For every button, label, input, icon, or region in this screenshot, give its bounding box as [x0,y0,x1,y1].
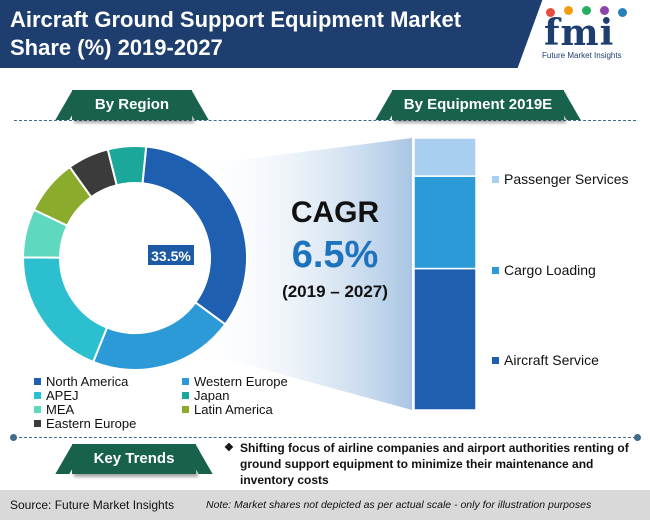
legend-swatch [182,378,189,385]
section-divider-top [14,120,636,121]
bar-segment-passenger-services [413,137,477,177]
legend-label: Western Europe [194,374,288,389]
legend-swatch [34,378,41,385]
bar-segment-aircraft-service [413,267,477,411]
legend-swatch [34,392,41,399]
legend-north-america: North America [34,375,128,389]
key-trends-label: Key Trends [72,444,196,474]
divider-dot-right [634,434,641,441]
legend-apej: APEJ [34,389,79,403]
legend-label: APEJ [46,388,79,403]
legend-label: Japan [194,388,230,403]
legend-swatch [34,406,41,413]
header-banner: Aircraft Ground Support Equipment Market… [0,0,650,68]
legend-swatch [492,267,499,274]
equipment-label-text: Aircraft Service [504,352,599,368]
equipment-label-text: Passenger Services [504,171,629,187]
legend-label: North America [46,374,129,389]
fmi-logo: fmi Future Market Insights [534,4,644,64]
footer-bar: Source: Future Market Insights Note: Mar… [0,490,650,520]
equipment-stacked-bar [413,137,477,411]
legend-mea: MEA [34,403,74,417]
by-equipment-label: By Equipment 2019E [392,90,564,120]
equipment-label-passenger-services: Passenger Services [492,171,629,187]
key-trend-text: Shifting focus of airline companies and … [240,441,629,487]
source-text: Source: Future Market Insights [10,498,175,512]
equipment-label-text: Cargo Loading [504,262,596,278]
legend-label: Eastern Europe [46,416,137,431]
bar-segment-cargo-loading [413,175,477,270]
logo-text: fmi [544,12,615,54]
cagr-period: (2019 – 2027) [282,282,388,301]
equipment-label-cargo-loading: Cargo Loading [492,262,596,278]
legend-label: Latin America [194,402,273,417]
equipment-label-aircraft-service: Aircraft Service [492,352,599,368]
footer-note: Note: Market shares not depicted as per … [206,499,592,511]
by-region-label: By Region [72,90,192,120]
legend-eastern-europe: Eastern Europe [34,417,136,431]
legend-swatch [492,176,499,183]
legend-swatch [34,420,41,427]
north-america-share-label: 33.5% [147,244,195,266]
donut-slice-western-europe [91,301,227,371]
legend-latin-america: Latin America [182,403,273,417]
legend-swatch [182,406,189,413]
legend-swatch [492,357,499,364]
legend-swatch [182,392,189,399]
legend-western-europe: Western Europe [182,375,288,389]
diamond-bullet-icon: ❖ [224,442,234,454]
cagr-value: 6.5% [291,234,379,276]
donut-slice-apej [22,256,109,364]
cagr-fan [200,138,412,410]
page-title: Aircraft Ground Support Equipment Market… [10,7,462,60]
legend-japan: Japan [182,389,229,403]
logo-subtitle: Future Market Insights [542,51,622,60]
divider-dot-left [10,434,17,441]
cagr-title: CAGR [290,196,380,229]
section-divider-bottom [14,437,636,438]
donut-slice-north-america [141,145,248,326]
key-trend-item: ❖ Shifting focus of airline companies an… [224,440,634,488]
donut-slice-japan [106,145,148,187]
region-donut-chart [21,145,248,371]
legend-label: MEA [46,402,75,417]
